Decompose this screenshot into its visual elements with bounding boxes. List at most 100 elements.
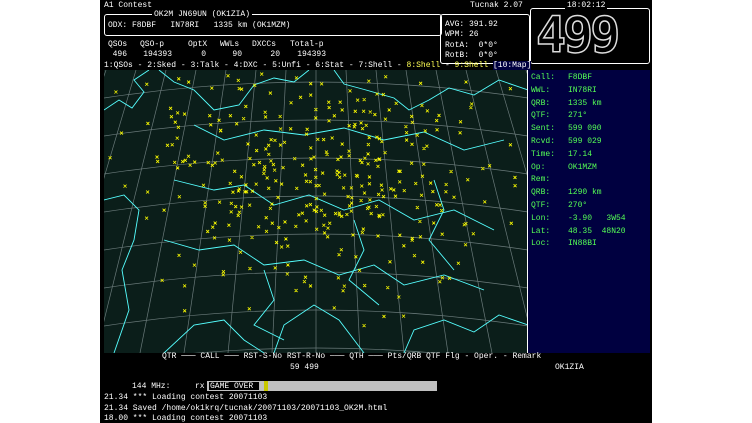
coastline — [104, 70, 150, 111]
tab[interactable]: [10:Map] — [492, 61, 532, 70]
meridian — [465, 70, 528, 323]
tab[interactable]: 8:Shell — [406, 61, 441, 70]
coastline — [428, 179, 455, 271]
info-label: Rcvd: — [531, 137, 556, 146]
parallel — [104, 119, 528, 137]
entry-rst: 59 499 — [290, 363, 319, 372]
tab[interactable]: 1:QSOs — [104, 61, 133, 70]
separator: - — [219, 61, 234, 70]
tab-bar: 1:QSOs - 2:Sked - 3:Talk - 4:DXC - 5:Unf… — [104, 61, 532, 70]
stats-value: 496 — [112, 50, 127, 59]
separator: - — [344, 61, 359, 70]
contest-name: A1 Contest — [104, 1, 153, 10]
info-value: -3.90 3W54 — [568, 213, 626, 223]
parallel — [104, 195, 528, 213]
info-value: 599 090 — [568, 124, 602, 134]
log-line: 18.00 *** Loading contest 20071103 — [104, 414, 268, 423]
stats-value: 194393 — [297, 50, 326, 59]
coastline — [104, 194, 140, 353]
tab[interactable]: 7:Shell — [358, 61, 393, 70]
station: OK2M JN69UN (OK1ZIA) — [152, 10, 253, 19]
separator: - — [300, 61, 316, 70]
separator: - — [257, 61, 273, 70]
log-line: 21.34 Saved /home/ok1krq/tucnak/20071103… — [104, 403, 388, 413]
meridian — [139, 70, 197, 353]
status-bg — [209, 382, 259, 390]
stats-header: QSO-p — [140, 40, 165, 49]
qso-counter: 499 — [535, 6, 621, 64]
info-value: 270° — [568, 201, 588, 210]
stats-header: DXCCs — [252, 40, 277, 49]
meridian — [495, 70, 528, 180]
meridian — [227, 70, 257, 353]
info-label: Rem: — [531, 175, 551, 185]
info-value: 1335 km — [568, 98, 602, 108]
info-value: IN78RI — [568, 85, 597, 95]
tab[interactable]: 9:Shell — [454, 61, 489, 70]
odx: ODX: F8DBF IN78RI 1335 km (OK1MZM) — [108, 21, 291, 30]
info-label: Call: — [531, 73, 556, 82]
coastline — [273, 304, 365, 353]
entry-operator: OK1ZIA — [555, 363, 584, 372]
info-label: Lon: — [531, 213, 551, 223]
info-value: 48.35 48N20 — [568, 226, 626, 236]
info-label: QTF: — [531, 111, 551, 121]
meridian — [345, 70, 361, 353]
rot-b: RotB: 0*0° — [445, 51, 498, 60]
info-label: Op: — [531, 162, 546, 172]
stats-header: QSOs — [108, 40, 128, 49]
info-label: WWL: — [531, 85, 551, 95]
meridian — [104, 70, 137, 180]
info-label: QRB: — [531, 98, 551, 108]
status-text: GAME OVER — [210, 382, 254, 391]
separator: - — [440, 61, 455, 70]
terminal: A1 Contest Tucnak 2.07 18:02:12 499 OK2M… — [100, 0, 652, 423]
stats-header: WWLs — [220, 40, 240, 49]
entry-columns: QTR ─── CALL ─── RST-S-No RST-R-No ─── Q… — [162, 352, 542, 361]
stats-header: Total-p — [290, 40, 324, 49]
info-panel — [528, 70, 650, 353]
mode: rx — [195, 382, 205, 391]
meridian — [271, 70, 287, 353]
separator: - — [392, 61, 407, 70]
info-label: QTF: — [531, 201, 551, 210]
log-line: 21.34 *** Loading contest 20071103 — [104, 393, 268, 402]
tab[interactable]: 5:Unfi — [272, 61, 301, 70]
info-value: OK1MZM — [568, 162, 597, 172]
band: 144 MHz: — [132, 382, 171, 391]
coastline — [163, 319, 265, 353]
tab[interactable]: 4:DXC — [233, 61, 258, 70]
info-label: Sent: — [531, 124, 556, 134]
app-name: Tucnak 2.07 — [470, 1, 523, 10]
stats-header: OptX — [188, 40, 208, 49]
coastline — [333, 70, 528, 111]
meridian — [405, 70, 449, 353]
stats-value: 194393 — [143, 50, 172, 59]
stats-value: 90 — [232, 50, 242, 59]
tab[interactable]: 3:Talk — [190, 61, 220, 70]
coastline — [193, 124, 505, 151]
status-box — [104, 14, 442, 36]
meridian — [183, 70, 227, 353]
info-value: 1290 km — [568, 188, 602, 198]
parallel — [104, 81, 528, 99]
qso-markers — [108, 72, 517, 328]
info-label: Time: — [531, 149, 556, 159]
coastline — [158, 70, 310, 111]
tab[interactable]: 6:Stat — [315, 61, 345, 70]
info-value: 271° — [568, 111, 588, 121]
parallel — [104, 271, 528, 289]
stats-value: 20 — [270, 50, 280, 59]
info-label: Lat: — [531, 226, 551, 236]
progress-bar — [207, 381, 437, 391]
parallel — [193, 347, 439, 353]
progress-marker — [264, 381, 268, 391]
info-value: F8DBF — [568, 73, 593, 82]
separator: - — [176, 61, 191, 70]
info-label: QRB: — [531, 188, 551, 198]
tab[interactable]: 2:Sked — [147, 61, 177, 70]
meter-box — [440, 14, 530, 64]
separator: - — [132, 61, 148, 70]
meridian — [375, 70, 405, 353]
